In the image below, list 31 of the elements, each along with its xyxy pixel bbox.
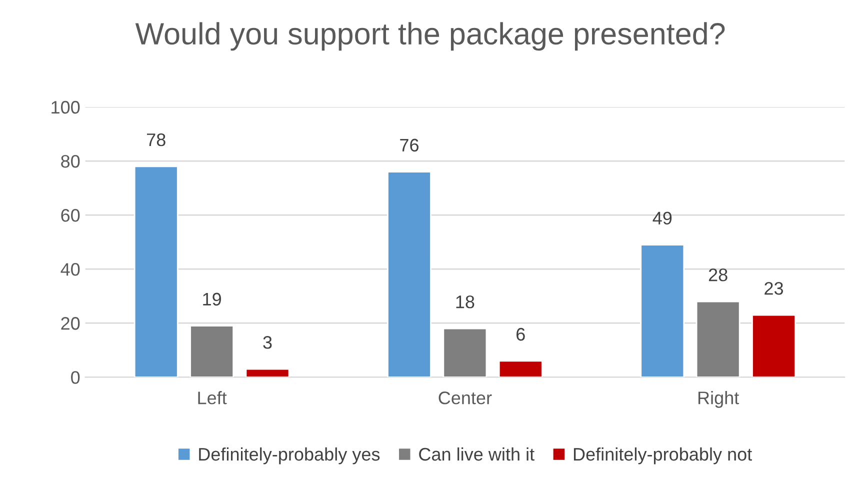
- data-label: 23: [764, 282, 784, 295]
- y-tick-label: 60: [61, 208, 80, 222]
- bar: [387, 171, 432, 378]
- bar: [752, 314, 796, 378]
- bar: [498, 360, 543, 378]
- x-tick-label: Right: [698, 391, 740, 408]
- y-tick-label: 100: [52, 100, 80, 114]
- legend-label: Definitely-probably not: [574, 447, 752, 464]
- x-tick-label: Left: [198, 391, 227, 404]
- legend-label: Definitely-probably yes: [199, 447, 380, 464]
- bar: [134, 166, 178, 378]
- y-tick-label: 0: [71, 371, 80, 384]
- data-label: 76: [400, 138, 418, 152]
- data-label: 6: [516, 328, 525, 341]
- data-label: 18: [456, 295, 474, 308]
- bar: [696, 300, 740, 378]
- y-tick-label: 80: [61, 154, 80, 168]
- bar: [442, 328, 488, 378]
- y-tick-label: 20: [61, 317, 80, 330]
- data-label: 49: [652, 212, 672, 225]
- data-label: 19: [203, 292, 221, 306]
- chart-title: Would you support the package presented?: [135, 22, 725, 51]
- legend-label: Can live with it: [419, 447, 534, 461]
- bar: [190, 325, 234, 378]
- bar: [640, 244, 685, 378]
- data-label: 78: [147, 133, 166, 146]
- data-label: 28: [708, 268, 728, 282]
- bar: [245, 368, 290, 378]
- x-tick-label: Center: [438, 392, 492, 404]
- data-label: 3: [263, 336, 272, 349]
- y-tick-label: 40: [60, 263, 80, 276]
